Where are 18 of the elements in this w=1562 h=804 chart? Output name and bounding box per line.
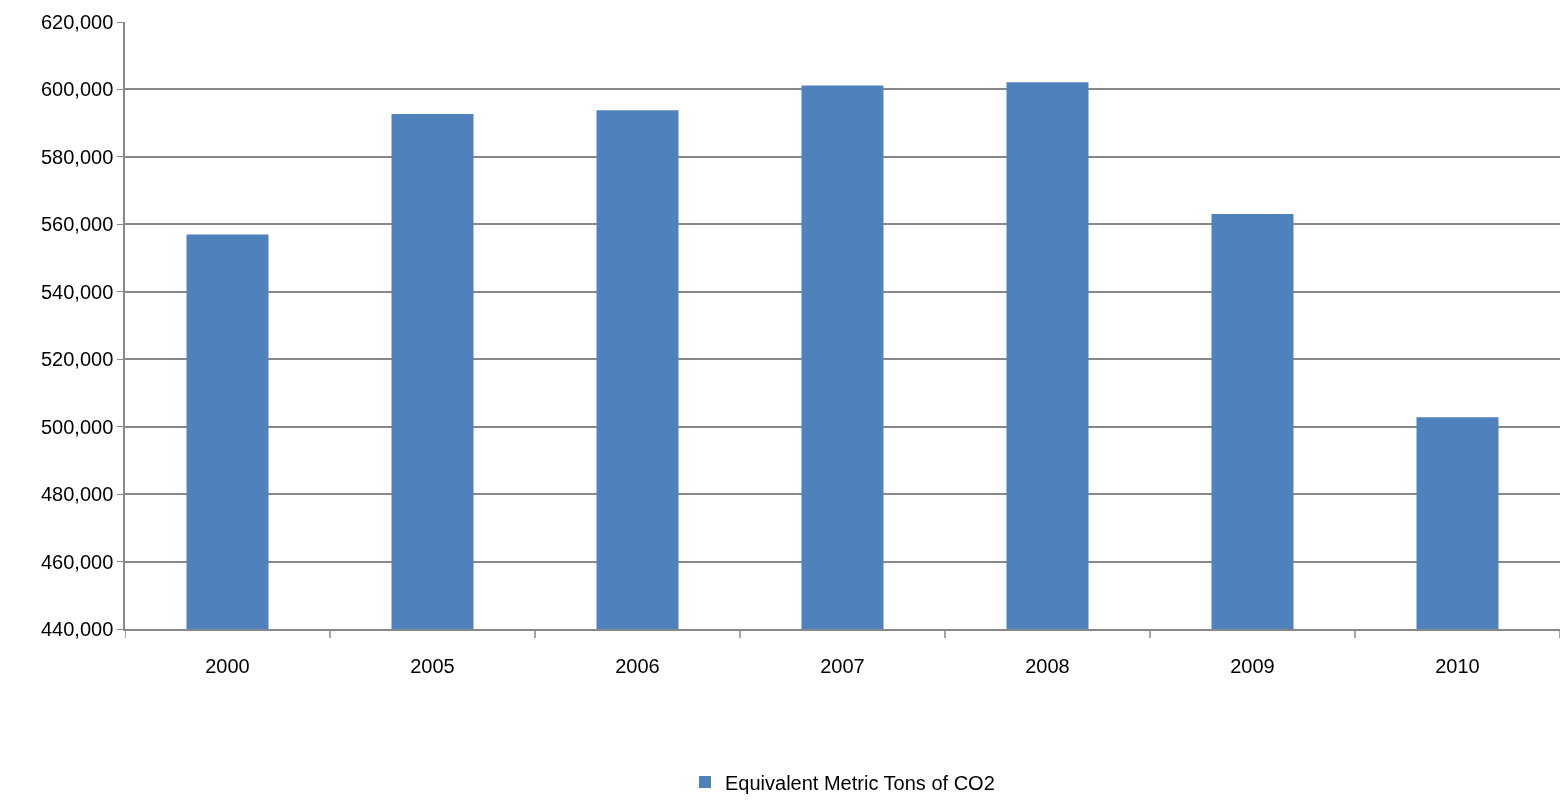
y-tick-label: 560,000 xyxy=(40,213,114,236)
y-tick-label: 480,000 xyxy=(40,483,114,506)
x-tick-label: 2008 xyxy=(1025,654,1070,677)
legend-label: Equivalent Metric Tons of CO2 xyxy=(725,771,995,794)
y-tick-label: 540,000 xyxy=(40,280,114,303)
y-tick-label: 440,000 xyxy=(40,618,114,640)
x-tick-label: 2000 xyxy=(205,654,250,677)
x-tick-label: 2009 xyxy=(1230,654,1275,677)
y-tick-label: 500,000 xyxy=(40,415,114,438)
y-tick-label: 600,000 xyxy=(40,78,114,101)
x-tick-label: 2005 xyxy=(410,654,455,677)
x-tick-label: 2007 xyxy=(820,654,865,677)
y-tick-label: 460,000 xyxy=(40,550,114,573)
y-tick-label: 520,000 xyxy=(40,348,114,371)
y-tick-label: 620,000 xyxy=(40,11,114,33)
x-tick-label: 2006 xyxy=(615,654,660,677)
y-tick-label: 580,000 xyxy=(40,145,114,168)
x-tick-label: 2010 xyxy=(1435,654,1480,677)
